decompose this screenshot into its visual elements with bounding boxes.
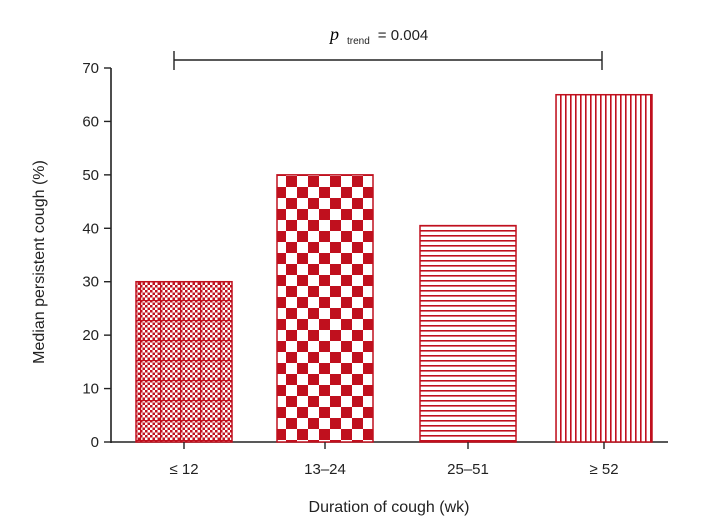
y-tick-label: 0 <box>91 434 99 451</box>
plot-area: 0 10 20 30 40 50 60 70 ≤ 12 13–24 25–51 ≥ 52 <box>82 51 668 478</box>
y-axis-label: Median persistent cough (%) <box>31 160 48 364</box>
x-tick-label: 13–24 <box>304 461 346 478</box>
y-tick-label: 40 <box>82 220 99 237</box>
p-symbol: p <box>328 24 339 44</box>
bar <box>420 225 516 442</box>
y-tick-label: 20 <box>82 327 99 344</box>
x-tick-label: ≥ 52 <box>589 461 618 478</box>
x-tick-label: 25–51 <box>447 461 489 478</box>
y-tick-label: 50 <box>82 167 99 184</box>
y-tick-label: 10 <box>82 381 99 398</box>
y-tick-label: 60 <box>82 113 99 130</box>
p-value: = 0.004 <box>378 27 428 44</box>
bar-pattern-overlay <box>136 281 232 442</box>
p-subscript: trend <box>347 36 370 47</box>
y-tick-label: 30 <box>82 274 99 291</box>
x-axis-label: Duration of cough (wk) <box>309 499 470 516</box>
y-tick-label: 70 <box>82 60 99 77</box>
bar <box>556 94 652 442</box>
p-trend-annotation: p trend = 0.004 <box>328 24 428 48</box>
p-trend-label: p trend = 0.004 <box>328 24 428 48</box>
bar <box>277 174 373 442</box>
x-tick-label: ≤ 12 <box>169 461 198 478</box>
